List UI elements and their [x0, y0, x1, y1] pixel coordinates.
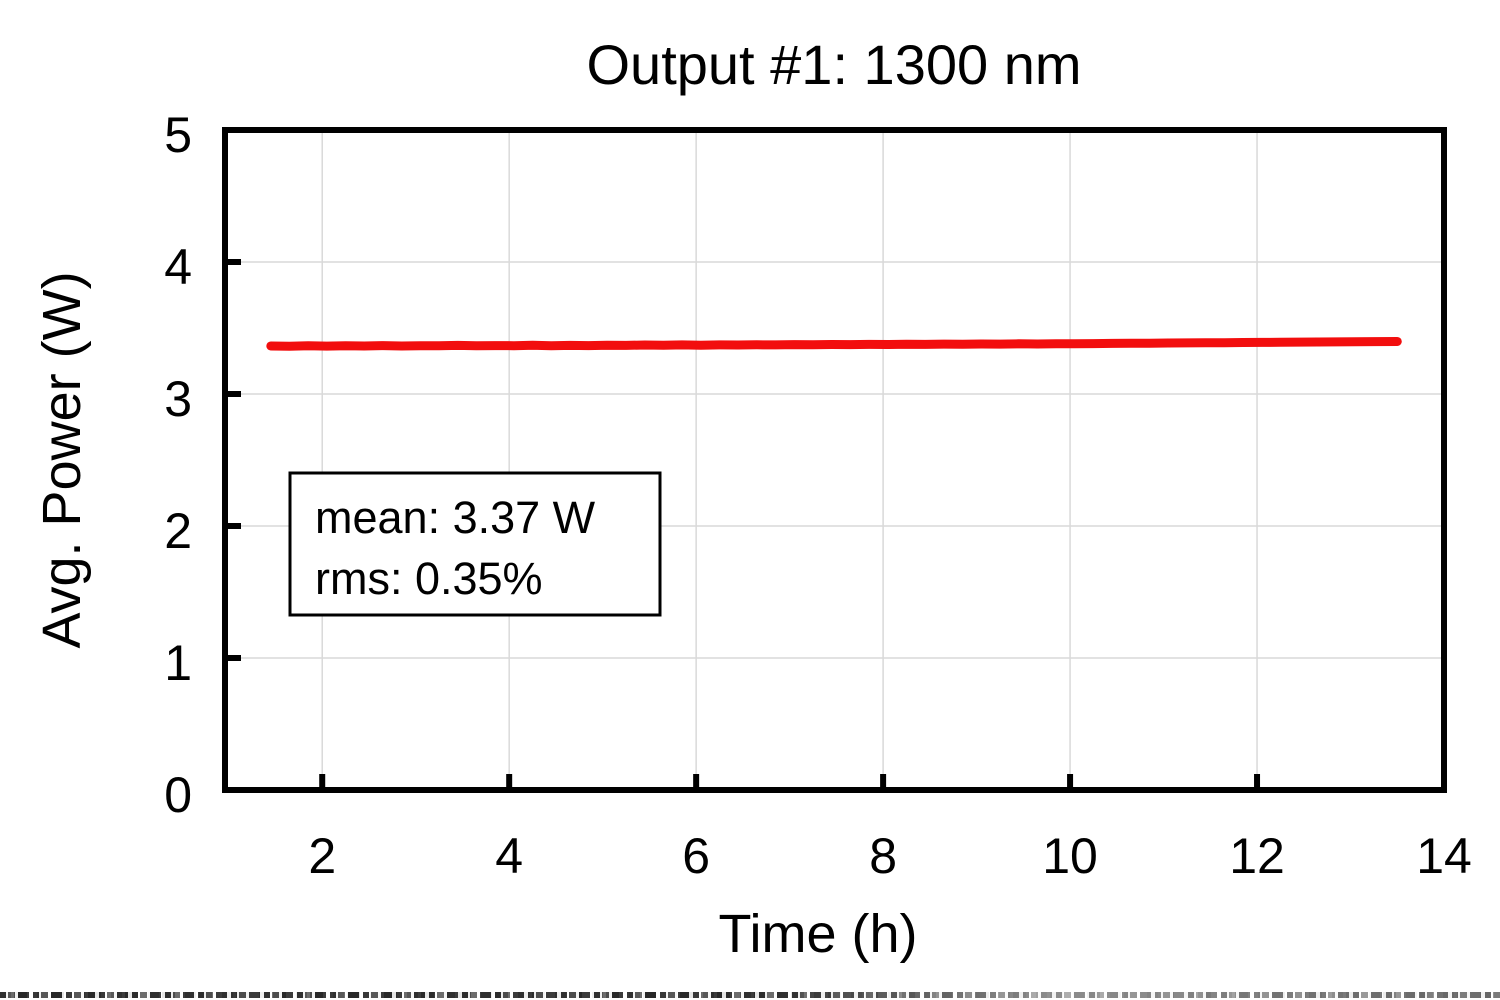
y-tick-label: 0: [164, 767, 192, 823]
x-tick-label: 6: [682, 828, 710, 884]
y-tick-label: 5: [164, 107, 192, 163]
stats-annotation: mean: 3.37 W rms: 0.35%: [288, 471, 662, 617]
x-tick-label: 12: [1229, 828, 1285, 884]
x-axis-label: Time (h): [719, 904, 918, 964]
x-tick-label: 8: [869, 828, 897, 884]
stats-annotation-box: [288, 471, 662, 617]
power-trace: [266, 337, 1402, 351]
x-tick-label: 10: [1042, 828, 1098, 884]
gridlines: [225, 129, 1445, 791]
x-tick-labels: 2 4 6 8 10 12 14: [308, 828, 1471, 884]
chart-title: Output #1: 1300 nm: [586, 33, 1081, 96]
stats-rms-text: rms: 0.35%: [315, 553, 543, 604]
y-tick-label: 2: [164, 503, 192, 559]
page-edge-noise: [0, 992, 1500, 998]
x-tick-label: 4: [495, 828, 523, 884]
y-tick-label: 1: [164, 635, 192, 691]
stats-mean-text: mean: 3.37 W: [315, 492, 596, 543]
x-tick-label: 14: [1416, 828, 1472, 884]
plot-border: [222, 127, 1447, 793]
axis-ticks: [225, 127, 1447, 793]
y-tick-labels: 0 1 2 3 4 5: [164, 107, 192, 823]
y-tick-label: 3: [164, 371, 192, 427]
y-axis-label: Avg. Power (W): [32, 271, 92, 648]
x-tick-label: 2: [308, 828, 336, 884]
y-tick-label: 4: [164, 239, 192, 295]
